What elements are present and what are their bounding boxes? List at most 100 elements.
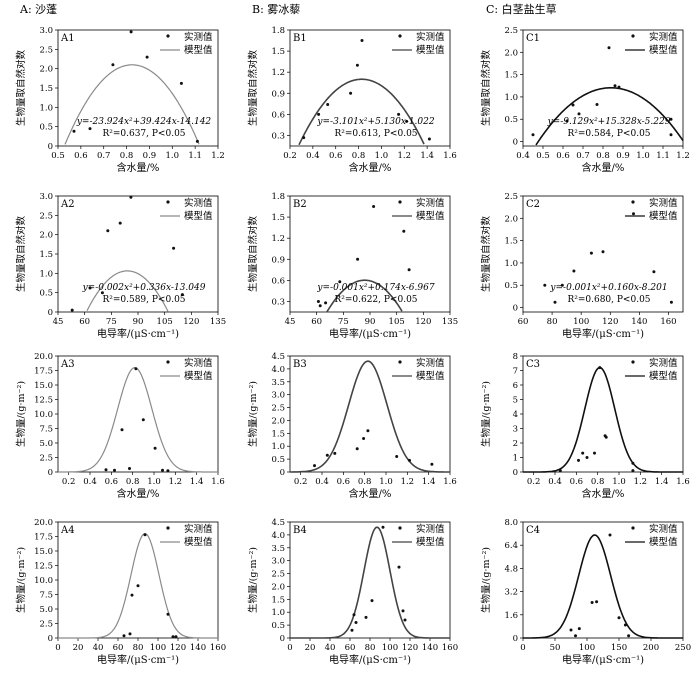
- data-point: [397, 565, 401, 569]
- y-axis-label: 生物量取自然对数: [15, 50, 27, 127]
- fit-r2: R²=0.589, P<0.05: [102, 295, 185, 305]
- data-point: [569, 628, 573, 632]
- y-tick-label: 2.0: [271, 582, 285, 592]
- y-tick-label: 0: [280, 468, 285, 478]
- legend-marker-observed: [166, 200, 170, 204]
- y-tick-label: 2.5: [271, 404, 285, 414]
- fit-equation: y=-0.002x²+0.336x-13.049: [82, 283, 206, 293]
- data-point: [571, 103, 575, 107]
- y-tick-label: 1.5: [271, 595, 285, 605]
- x-tick-label: 0.4: [548, 477, 562, 487]
- y-tick-label: 4.8: [504, 564, 518, 574]
- x-tick-label: 0.2: [62, 477, 76, 487]
- fit-r2: R²=0.680, P<0.05: [567, 295, 650, 305]
- data-point: [595, 103, 599, 106]
- y-axis-label: 生物量/(g·m⁻²): [480, 381, 492, 447]
- x-tick-label: 0.8: [591, 477, 605, 487]
- x-tick-label: 0.8: [596, 151, 610, 161]
- x-tick-label: 105: [157, 317, 173, 327]
- data-point: [113, 468, 116, 472]
- data-point: [543, 283, 547, 287]
- model-curve: [298, 78, 425, 146]
- y-tick-label: 7.5: [39, 425, 53, 435]
- data-point: [632, 212, 635, 216]
- x-tick-label: 1.0: [375, 151, 389, 161]
- data-point: [316, 300, 320, 303]
- x-tick-label: 120: [170, 643, 186, 653]
- fit-equation: y=-0.001x²+0.160x-8.201: [549, 283, 667, 293]
- x-tick-label: 50: [550, 643, 561, 653]
- data-point: [589, 251, 593, 255]
- y-tick-label: 0: [280, 634, 285, 644]
- data-point: [595, 600, 599, 604]
- data-point: [118, 221, 122, 225]
- x-tick-label: 60: [311, 317, 322, 327]
- legend-label-observed: 实测值: [649, 523, 678, 535]
- data-point: [669, 133, 673, 137]
- y-tick-label: 1.2: [271, 234, 285, 244]
- x-tick-label: 160: [442, 643, 458, 653]
- data-point: [601, 250, 605, 254]
- data-point: [161, 468, 164, 472]
- legend-label-observed: 实测值: [649, 357, 678, 369]
- data-point: [372, 205, 376, 208]
- data-point: [313, 464, 316, 468]
- x-tick-label: 80: [133, 643, 144, 653]
- legend-label-observed: 实测值: [184, 31, 213, 43]
- legend-label-observed: 实测值: [416, 357, 445, 369]
- y-tick-label: 2.5: [504, 192, 518, 202]
- x-tick-label: 100: [579, 643, 595, 653]
- x-tick-label: 1.0: [166, 151, 180, 161]
- y-tick-label: 3.2: [504, 588, 518, 598]
- data-point: [72, 129, 76, 133]
- y-tick-label: 1.0: [39, 269, 53, 279]
- x-tick-label: 0.2: [294, 477, 308, 487]
- y-tick-label: 1.5: [39, 250, 53, 260]
- x-axis-label: 含水量/%: [117, 161, 160, 174]
- x-tick-label: 90: [133, 317, 144, 327]
- data-point: [100, 291, 104, 295]
- x-tick-label: 0.5: [536, 151, 550, 161]
- legend-label-observed: 实测值: [184, 197, 213, 209]
- y-tick-label: 4: [513, 410, 518, 420]
- data-point: [590, 601, 594, 604]
- data-point: [381, 525, 385, 529]
- x-tick-label: 0.2: [283, 151, 297, 161]
- y-tick-label: 0: [513, 304, 518, 314]
- y-tick-label: 1.0: [504, 259, 518, 269]
- x-axis-label: 含水量/%: [582, 161, 625, 174]
- y-tick-label: 5: [513, 396, 518, 406]
- y-tick-label: 1.8: [271, 192, 285, 202]
- y-tick-label: 0: [48, 468, 53, 478]
- data-point: [402, 229, 406, 233]
- data-point: [617, 85, 621, 89]
- x-tick-label: 140: [422, 643, 438, 653]
- y-tick-label: 7: [513, 367, 518, 377]
- x-axis-label: 含水量/%: [117, 487, 160, 500]
- x-axis-label: 电导率/(μS·cm⁻¹): [329, 653, 411, 666]
- panel-b2: 45 60 75 90 105 120 135 0.3 0.6 0.9 1.2 1.5 1.8 电导率/(…: [247, 192, 458, 340]
- fit-r2: R²=0.584, P<0.05: [567, 129, 650, 139]
- x-tick-label: 1.0: [612, 477, 626, 487]
- data-point: [122, 634, 126, 638]
- data-point: [302, 136, 306, 140]
- x-axis-label: 含水量/%: [349, 161, 392, 174]
- y-tick-label: 0: [48, 308, 53, 318]
- fit-equation: y=-9.129x²+15.328x-5.229: [547, 117, 671, 127]
- data-point: [623, 623, 627, 627]
- y-axis-label: 生物量/(g·m⁻²): [15, 381, 27, 447]
- model-curve: [58, 532, 218, 639]
- x-tick-label: 1.2: [169, 477, 183, 487]
- x-tick-label: 135: [210, 317, 226, 327]
- legend-label-model: 模型值: [184, 370, 213, 382]
- y-tick-label: 0.9: [271, 89, 285, 99]
- data-point: [430, 462, 434, 466]
- y-tick-label: 2.5: [39, 45, 53, 55]
- column-header-c: C: 白茎盐生草: [486, 2, 557, 16]
- y-tick-label: 2.5: [39, 211, 53, 221]
- panel-a3: 0.2 0.4 0.6 0.8 1.0 1.2 1.4 1.6 0 2.5 5.0 7.5 10.0 12…: [15, 352, 225, 500]
- x-tick-label: 1.0: [379, 477, 393, 487]
- data-point: [577, 627, 581, 631]
- legend-label-model: 模型值: [649, 536, 678, 548]
- x-tick-label: 80: [547, 317, 558, 327]
